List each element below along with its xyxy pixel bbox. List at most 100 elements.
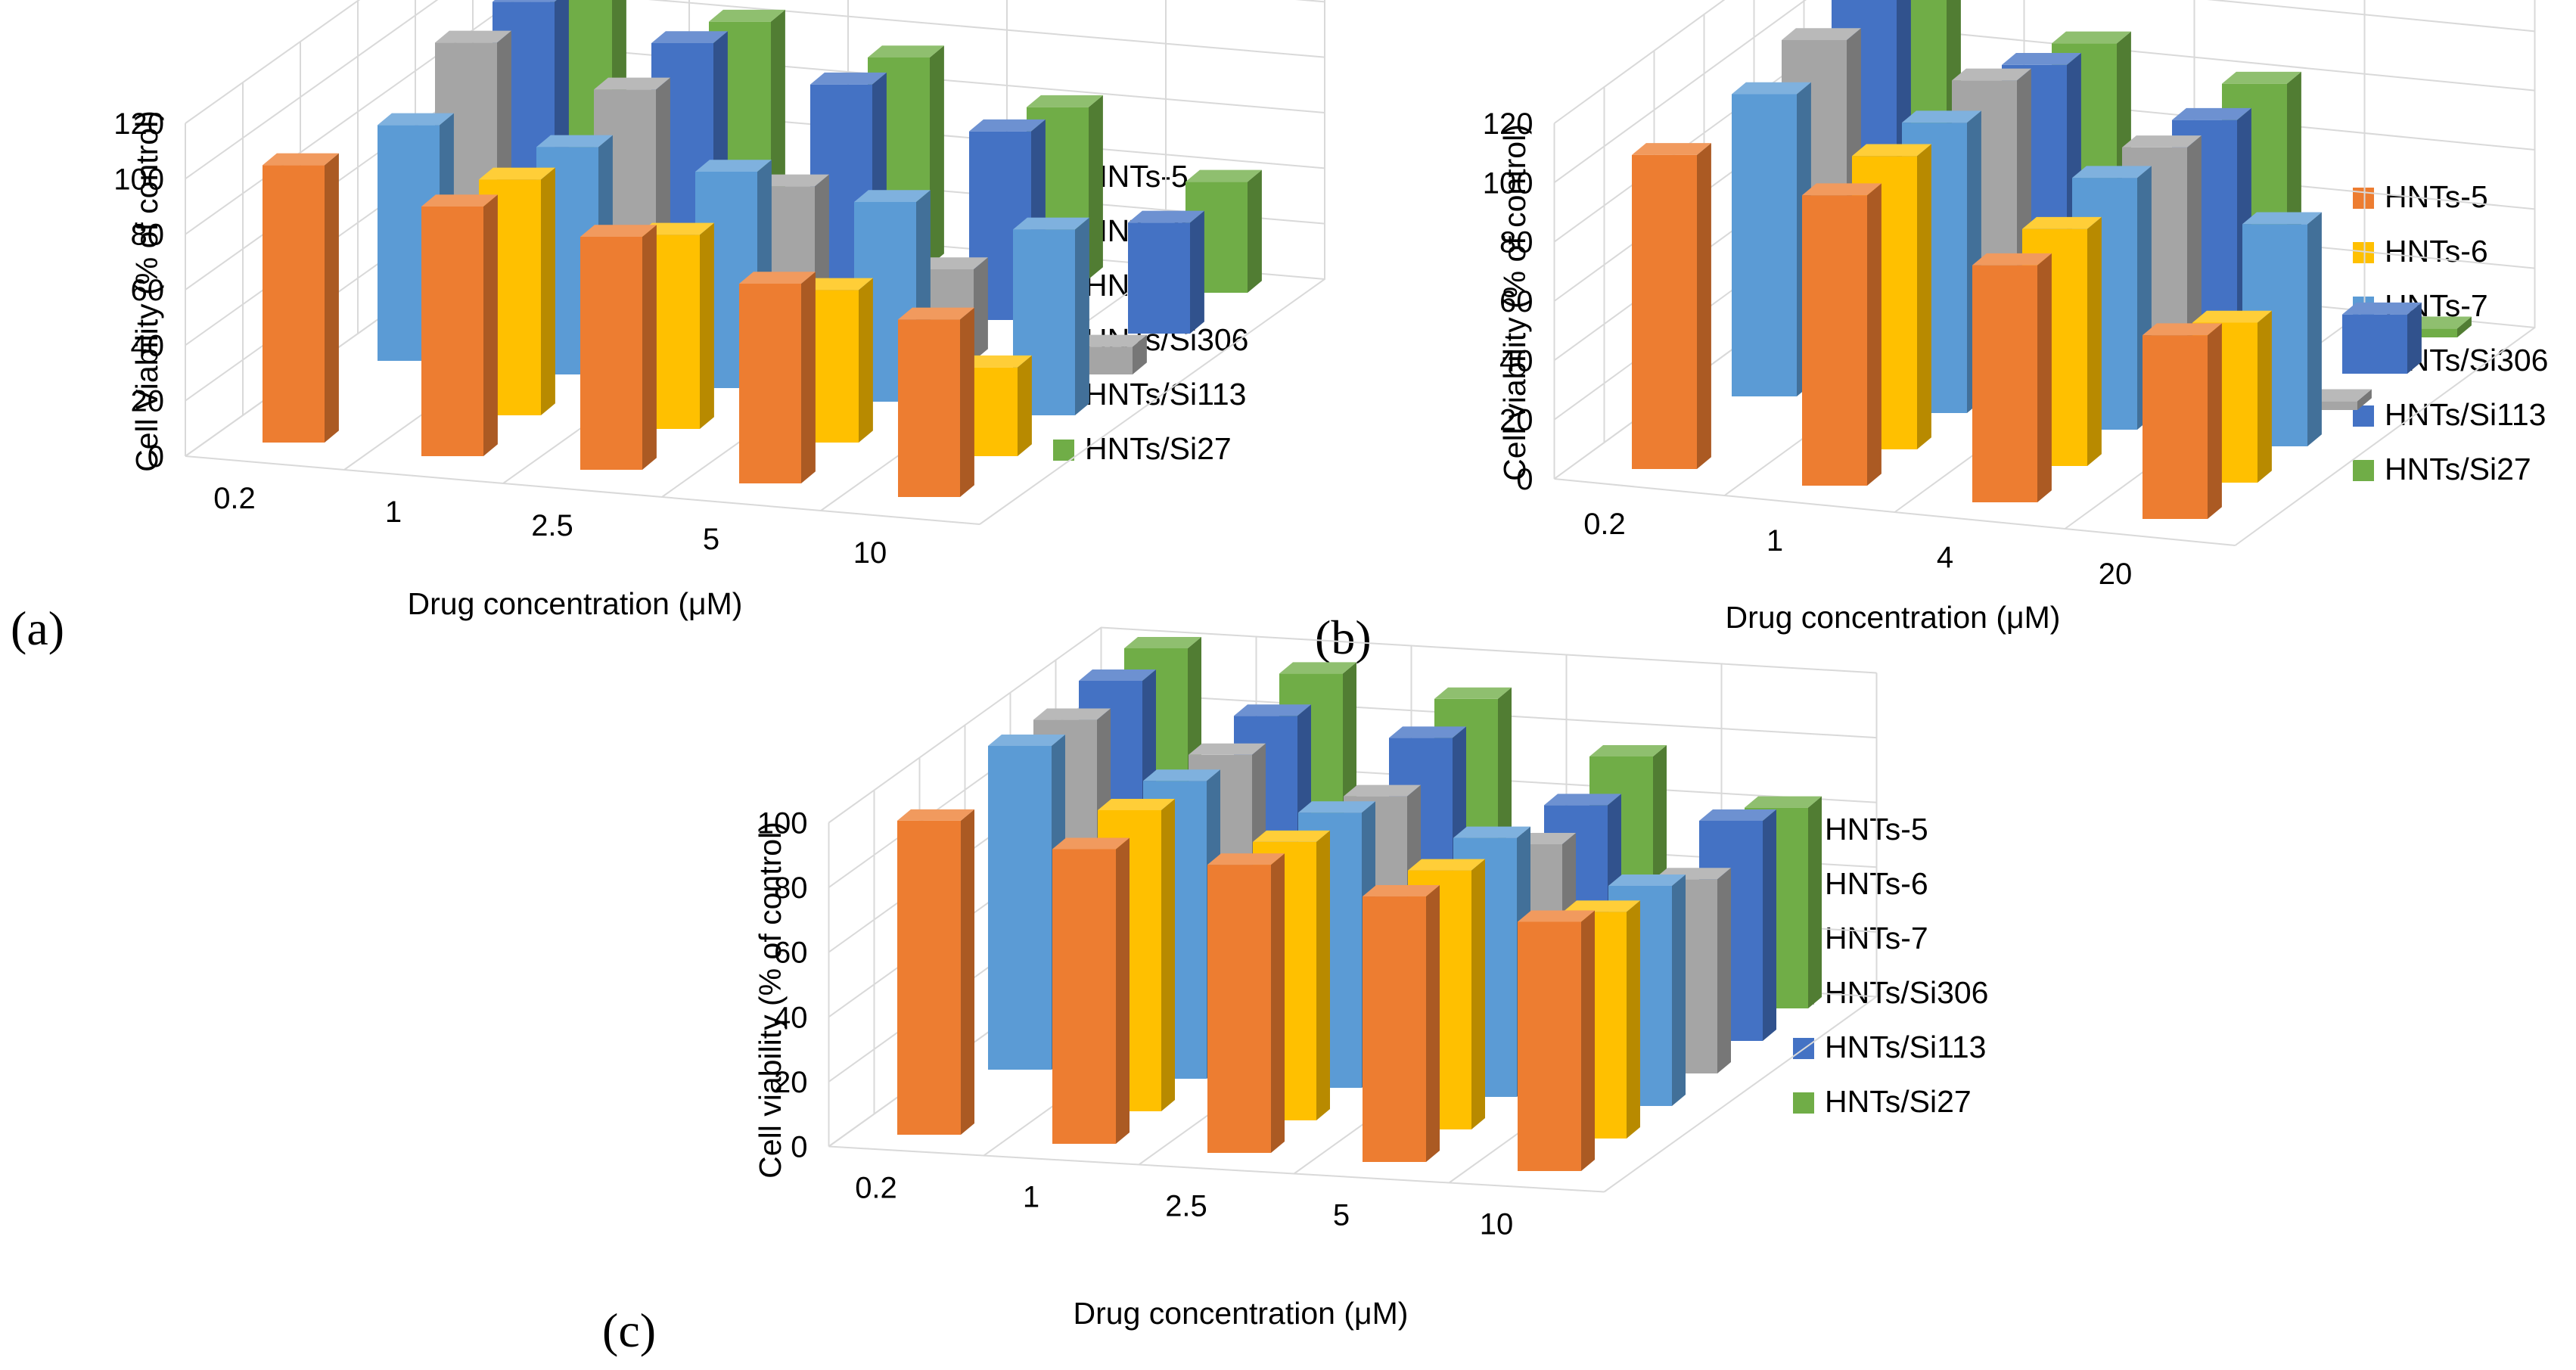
bar-hnts-5-10 <box>1518 910 1595 1171</box>
legend-label: HNTs/Si27 <box>2385 452 2531 486</box>
legend-item-hnts-si306: HNTs/Si306 <box>1793 975 1988 1010</box>
bar-hnts-si113-10 <box>1128 210 1204 334</box>
gridline <box>1554 478 2236 546</box>
panel-a-ytick-label: 0 <box>148 440 164 474</box>
legend-item-hnts-si113: HNTs/Si113 <box>1793 1030 1986 1064</box>
panel-c-ylabel: Cell viability (% of control) <box>753 822 788 1179</box>
bar-hnts-5-1 <box>1802 183 1882 486</box>
panel-a-ytick-label: 40 <box>131 329 165 362</box>
panel-c-xtick-label: 2.5 <box>1165 1190 1207 1223</box>
legend-label: HNTs/Si113 <box>1825 1030 1986 1064</box>
legend-item-hnts-si27: HNTs/Si27 <box>1793 1084 1972 1119</box>
panel-c-ytick-label: 20 <box>774 1066 808 1099</box>
panel-a-xlabel: Drug concentration (μM) <box>408 586 743 621</box>
bar-hnts-5-1 <box>1052 837 1130 1144</box>
gridline <box>2234 0 2536 546</box>
panel-b-ytick-label: 80 <box>1499 226 1533 259</box>
panel-b-bars <box>1632 0 2472 519</box>
panel-c-legend: HNTs-5HNTs-6HNTs-7HNTs/Si306HNTs/Si113HN… <box>1793 812 1988 1119</box>
legend-label: HNTs-6 <box>2385 234 2488 269</box>
panel-a-ytick-label: 20 <box>131 385 165 418</box>
legend-swatch <box>2353 188 2374 209</box>
bar-hnts-5-4 <box>1972 253 2052 502</box>
legend-label: HNTs/Si306 <box>1825 975 1988 1010</box>
panel-c-ytick-label: 80 <box>774 871 808 905</box>
bar-hnts-5-0-2 <box>1632 143 1711 470</box>
panel-a-bars <box>263 0 1262 497</box>
panel-b-chart: (b) Drug concentration (μM) Cell viabili… <box>1315 0 2548 664</box>
panel-b-legend: HNTs-5HNTs-6HNTs-7HNTs/Si306HNTs/Si113HN… <box>2353 179 2548 486</box>
bar-hnts-5-0-2 <box>897 809 974 1135</box>
bar-hnts-5-10 <box>898 307 974 497</box>
legend-label: HNTs/Si27 <box>1085 431 1232 466</box>
panel-b-label: (b) <box>1315 610 1372 664</box>
panel-a-ylabel: Cell Viability (% of control) <box>129 110 164 472</box>
panel-b-ytick-label: 100 <box>1483 166 1533 200</box>
legend-swatch <box>2353 460 2374 481</box>
panel-b-plot: 0 20 40 60 80 100 120 0.2 1 4 20 <box>1483 0 2536 591</box>
panel-c-bars <box>897 637 1822 1171</box>
panel-c-ytick-label: 40 <box>774 1001 808 1034</box>
legend-item-hnts-si27: HNTs/Si27 <box>1053 431 1232 466</box>
legend-item-hnts-6: HNTs-6 <box>2353 234 2488 269</box>
panel-c-plot: 0 20 40 60 80 100 0.2 1 2.5 5 10 <box>757 626 1878 1241</box>
panel-c-xtick-label: 5 <box>1333 1199 1350 1232</box>
panel-c-xtick-label: 0.2 <box>855 1172 897 1205</box>
panel-b-ytick-label: 60 <box>1499 285 1533 318</box>
gridline <box>828 1145 1605 1193</box>
gridline <box>979 0 1325 525</box>
legend-label: HNTs/Si113 <box>1085 377 1246 412</box>
panel-a-plot: 0 20 40 60 80 100 120 0.2 1 2.5 5 10 <box>113 0 1325 570</box>
panel-c-xtick-label: 1 <box>1023 1181 1039 1214</box>
panel-b-ytick-label: 20 <box>1499 404 1533 437</box>
panel-c-chart: (c) Drug concentration (μM) Cell viabili… <box>602 626 1988 1357</box>
panel-c-xlabel: Drug concentration (μM) <box>1074 1296 1409 1331</box>
bar-hnts-5-2-5 <box>1207 853 1285 1153</box>
bar-hnts-5-0-2 <box>263 153 339 443</box>
bar-hnts-7-5 <box>854 190 931 402</box>
panel-a-ytick-label: 120 <box>113 107 164 141</box>
panel-b-xtick-label: 20 <box>2099 558 2133 591</box>
panel-b-ytick-label: 0 <box>1516 463 1533 496</box>
panel-b-ylabel: Cell viability (% of control) <box>1497 124 1532 481</box>
panel-a-xtick-label: 5 <box>703 523 719 556</box>
bar-hnts-5-5 <box>1363 885 1440 1162</box>
panel-a-ytick-label: 60 <box>131 274 165 307</box>
bar-hnts-si113-20 <box>2342 302 2422 374</box>
legend-swatch <box>1053 440 1074 461</box>
bar-hnts-5-1 <box>421 194 498 456</box>
panel-b-xtick-label: 0.2 <box>1583 508 1626 541</box>
bar-hnts-7-0-2 <box>1732 82 1811 396</box>
panel-a-xtick-label: 10 <box>853 536 887 570</box>
panel-c-ytick-label: 100 <box>757 807 808 840</box>
panel-b-xlabel: Drug concentration (μM) <box>1726 600 2061 635</box>
panel-c-label: (c) <box>602 1303 656 1357</box>
panel-b-ytick-label: 40 <box>1499 344 1533 377</box>
legend-item-hnts-si27: HNTs/Si27 <box>2353 452 2531 486</box>
panel-a-chart: (a) Drug concentration (μM) Cell Viabili… <box>11 0 1325 655</box>
bar-hnts-5-2-5 <box>580 225 657 470</box>
legend-swatch <box>1793 1092 1814 1114</box>
bar-hnts-5-5 <box>739 272 816 483</box>
panel-a-ytick-label: 100 <box>113 163 164 196</box>
legend-label: HNTs/Si27 <box>1825 1084 1972 1119</box>
gridline <box>185 455 980 525</box>
panel-b-xtick-label: 4 <box>1937 541 1953 574</box>
bar-hnts-5-20 <box>2143 323 2222 519</box>
panel-a-label: (a) <box>11 601 64 655</box>
panel-c-ytick-label: 60 <box>774 937 808 970</box>
legend-label: HNTs/Si113 <box>2385 397 2546 432</box>
panel-b-xtick-label: 1 <box>1767 524 1783 558</box>
panel-c-ytick-label: 0 <box>791 1131 807 1164</box>
panel-c-xtick-label: 10 <box>1480 1208 1514 1241</box>
gridline <box>1603 673 1878 1193</box>
panel-a-xtick-label: 1 <box>385 495 402 529</box>
legend-label: HNTs-5 <box>2385 179 2488 214</box>
legend-item-hnts-si113: HNTs/Si113 <box>2353 397 2546 432</box>
panel-a-xtick-label: 2.5 <box>531 509 573 542</box>
panel-a-xtick-label: 0.2 <box>213 482 256 515</box>
legend-item-hnts-5: HNTs-5 <box>2353 179 2488 214</box>
panel-b-ytick-label: 120 <box>1483 107 1533 141</box>
panel-a-ytick-label: 80 <box>131 219 165 252</box>
